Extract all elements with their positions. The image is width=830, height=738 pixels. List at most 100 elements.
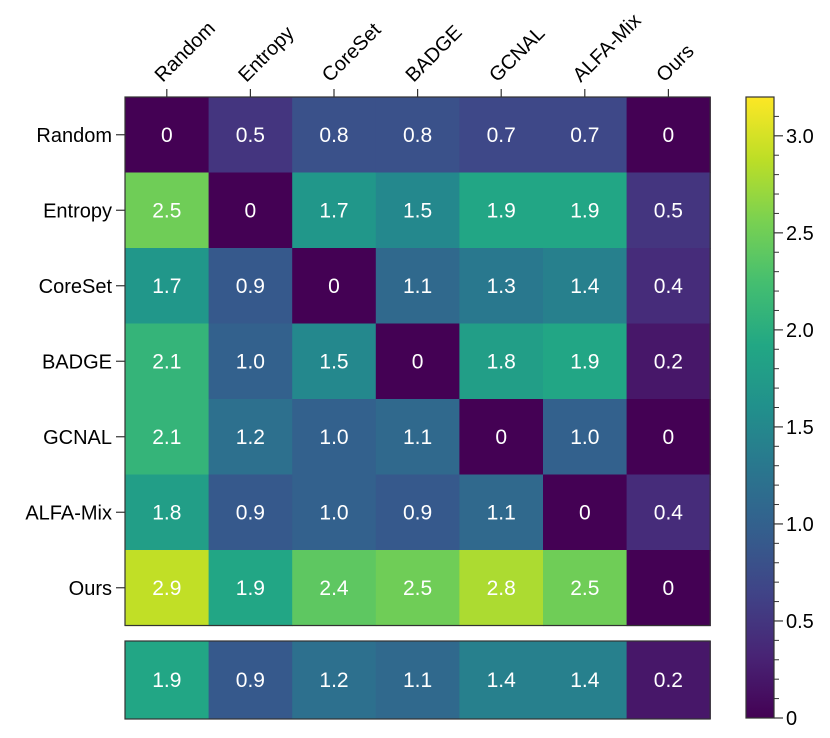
summary-cell: [292, 641, 377, 719]
colorbar-tick-label: 1.0: [786, 514, 814, 536]
x-tick-label: GCNAL: [485, 22, 549, 86]
heatmap-cell: [375, 248, 460, 325]
heatmap-cell: [459, 323, 544, 400]
y-tick-label: Random: [36, 125, 112, 147]
colorbar-tick-label: 0.5: [786, 611, 814, 633]
heatmap-cell-label: 1.0: [570, 426, 599, 449]
heatmap-cell-label: 0.4: [654, 275, 684, 298]
colorbar-tick-label: 2.5: [786, 223, 814, 245]
heatmap-cell: [292, 323, 377, 400]
summary-cell-label: 0.9: [236, 669, 265, 692]
heatmap-cell-label: 0.2: [654, 350, 683, 373]
summary-cell-label: 1.1: [403, 669, 432, 692]
x-tick-label: ALFA-Mix: [569, 10, 646, 87]
heatmap-cell-label: 0.5: [654, 199, 683, 222]
heatmap-cell: [125, 172, 210, 249]
colorbar-tick-label: 3.0: [786, 126, 814, 148]
heatmap-cell: [626, 550, 711, 627]
heatmap-cell-label: 1.2: [236, 426, 265, 449]
heatmap-cell: [292, 172, 377, 249]
heatmap-cell: [375, 97, 460, 174]
heatmap-cell-label: 0.4: [654, 501, 684, 524]
heatmap-cell-label: 1.1: [487, 501, 516, 524]
heatmap-cell: [208, 550, 293, 627]
heatmap-cell-label: 2.5: [152, 199, 181, 222]
heatmap-cell-label: 1.5: [319, 350, 348, 373]
heatmap-cell: [208, 323, 293, 400]
heatmap-cell-label: 1.1: [403, 275, 432, 298]
heatmap-cell: [125, 474, 210, 551]
heatmap-cell: [125, 323, 210, 400]
heatmap-cell-label: 2.5: [570, 577, 599, 600]
heatmap-cell-label: 1.8: [487, 350, 516, 373]
summary-cell-label: 1.2: [319, 669, 348, 692]
summary-cell: [125, 641, 210, 719]
heatmap-cell: [626, 248, 711, 325]
heatmap-cell-label: 0: [245, 199, 257, 222]
heatmap-cell: [543, 172, 628, 249]
colorbar-tick-label: 2.0: [786, 320, 814, 342]
heatmap-cell: [375, 399, 460, 476]
heatmap-cell: [125, 248, 210, 325]
y-tick-label: ALFA-Mix: [25, 502, 112, 524]
heatmap-cell: [459, 399, 544, 476]
heatmap-cell-label: 2.1: [152, 426, 181, 449]
heatmap-cell-label: 2.4: [319, 577, 349, 600]
heatmap-cell-label: 0: [328, 275, 340, 298]
heatmap-cell-label: 2.5: [403, 577, 432, 600]
summary-heatmap: 1.9 0.9 1.2 1.1 1.4 1.4 0.2: [124, 640, 711, 720]
heatmap-cell-label: 0: [412, 350, 424, 373]
summary-cell-label: 1.4: [487, 669, 517, 692]
heatmap-cell: [208, 248, 293, 325]
heatmap-cell-label: 1.9: [570, 350, 599, 373]
heatmap-cell: [459, 474, 544, 551]
summary-cell: [459, 641, 544, 719]
heatmap-cell-label: 0.5: [236, 124, 265, 147]
summary-cell-label: 1.9: [152, 669, 181, 692]
heatmap-cell-label: 1.1: [403, 426, 432, 449]
heatmap-cell-label: 2.8: [487, 577, 516, 600]
x-tick-label: BADGE: [402, 21, 467, 86]
heatmap-cell-label: 0.7: [570, 124, 599, 147]
heatmap-cell: [626, 399, 711, 476]
heatmap-cell: [375, 323, 460, 400]
heatmap-cell-label: 1.7: [152, 275, 181, 298]
heatmap-cell: [208, 399, 293, 476]
heatmap-cell-label: 1.0: [319, 426, 348, 449]
heatmap-cell: [543, 323, 628, 400]
summary-cell-label: 1.4: [570, 669, 600, 692]
heatmap-cell: [543, 248, 628, 325]
heatmap-cell-label: 0.9: [236, 501, 265, 524]
main-heatmap: 0 0.5 0.8 0.8 0.7 0.7 0 2.5 0 1.7 1.5 1.9 1.9 0.5 1.7 0…: [125, 97, 711, 627]
colorbar-tick-label: 0: [786, 708, 797, 730]
heatmap-cell-label: 0.8: [403, 124, 432, 147]
summary-cell: [375, 641, 460, 719]
heatmap-cell: [375, 172, 460, 249]
heatmap-cell-label: 1.8: [152, 501, 181, 524]
x-tick-label: CoreSet: [318, 19, 386, 87]
heatmap-cell: [375, 474, 460, 551]
heatmap-cell: [208, 97, 293, 174]
y-tick-label: GCNAL: [43, 427, 112, 449]
heatmap-cell: [292, 474, 377, 551]
x-tick-label: Entropy: [234, 22, 298, 86]
heatmap-cell: [459, 550, 544, 627]
heatmap-cell-label: 1.0: [319, 501, 348, 524]
heatmap-cell: [459, 97, 544, 174]
y-tick-label: Entropy: [43, 200, 112, 222]
heatmap-cell: [292, 248, 377, 325]
heatmap-cell-label: 0: [579, 501, 591, 524]
heatmap-cell: [125, 399, 210, 476]
summary-cell: [208, 641, 293, 719]
heatmap-cell: [125, 550, 210, 627]
heatmap-cell-label: 1.4: [570, 275, 600, 298]
heatmap-cell-label: 0.7: [487, 124, 516, 147]
heatmap-cell: [292, 550, 377, 627]
heatmap-cell: [459, 172, 544, 249]
heatmap-cell: [626, 97, 711, 174]
heatmap-cell-label: 0: [663, 124, 675, 147]
heatmap-cell: [292, 399, 377, 476]
summary-cell: [626, 641, 711, 719]
heatmap-cell-label: 0: [663, 577, 675, 600]
heatmap-cell: [626, 172, 711, 249]
